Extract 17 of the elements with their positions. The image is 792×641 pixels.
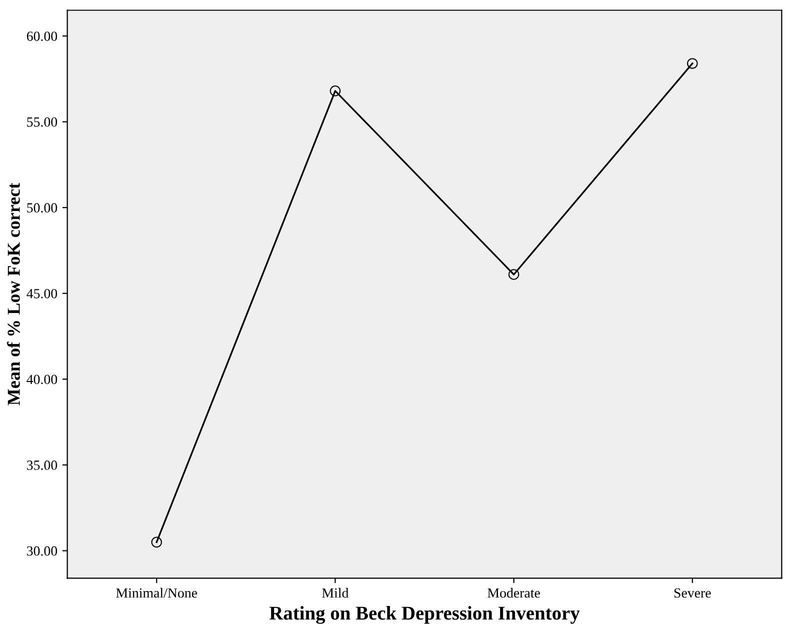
x-axis-title: Rating on Beck Depression Inventory xyxy=(269,606,580,624)
point xyxy=(151,536,162,548)
y-tick-label: 30.00 xyxy=(27,546,58,556)
x-tick-label: Moderate xyxy=(488,588,540,598)
y-tick-label: 45.00 xyxy=(26,288,58,298)
y-tick-label: 50.00 xyxy=(27,203,58,213)
y-tick-label: 40.00 xyxy=(26,374,58,384)
y-tick-label: 60.00 xyxy=(26,32,58,42)
y-axis-title: Mean of % Low FoK correct xyxy=(7,182,20,406)
point xyxy=(508,269,520,280)
x-tick-label: Mild xyxy=(322,588,349,598)
y-tick-label: 55.00 xyxy=(27,117,58,127)
x-tick-label: Severe xyxy=(674,588,711,598)
point xyxy=(687,58,698,69)
x-tick-label: Minimal/None xyxy=(116,588,198,598)
point xyxy=(330,86,341,96)
y-tick-label: 35.00 xyxy=(27,460,58,470)
